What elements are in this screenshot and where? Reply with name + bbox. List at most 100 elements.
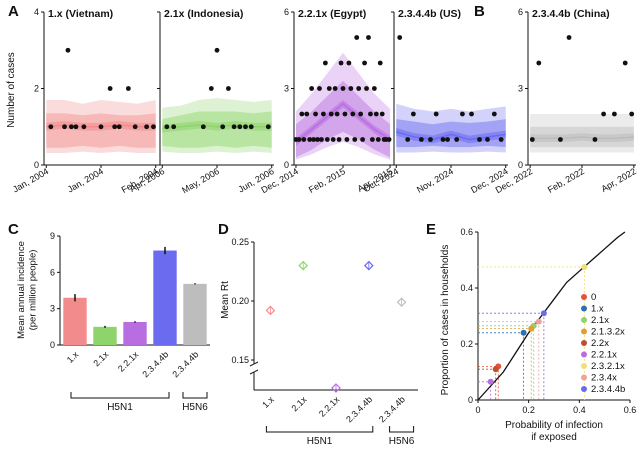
panel-c-ylabel: (per million people)	[28, 250, 39, 331]
case-point	[107, 86, 113, 91]
case-point	[348, 86, 354, 91]
case-point	[469, 111, 474, 117]
case-point	[208, 86, 214, 91]
case-point	[301, 137, 307, 142]
bar	[123, 321, 147, 345]
case-point	[377, 60, 383, 66]
case-point	[371, 86, 377, 91]
group-label-h5n6: H5N6	[389, 436, 415, 447]
case-point	[65, 47, 71, 53]
case-point	[62, 124, 67, 130]
case-point	[68, 124, 74, 130]
legend-label: 2.2x	[591, 338, 609, 349]
y-tick-label: 3	[50, 304, 55, 314]
case-point	[366, 35, 371, 40]
case-point	[265, 124, 271, 130]
case-point	[226, 86, 231, 91]
case-point	[350, 111, 356, 117]
case-point	[220, 124, 226, 130]
case-point	[370, 137, 375, 142]
median-line	[295, 102, 391, 143]
x-tick-label: 0.2	[522, 405, 535, 415]
case-point	[317, 86, 322, 91]
legend-label: 0	[591, 292, 596, 303]
x-tick-label: 1.x	[260, 394, 276, 410]
group-label-h5n1: H5N1	[307, 436, 333, 447]
curve-point	[581, 264, 588, 270]
case-point	[460, 111, 465, 117]
case-point	[629, 111, 635, 117]
panel-letter-c: C	[8, 221, 19, 238]
panel-e-ylabel: Proportion of cases in households	[440, 245, 451, 396]
case-point	[433, 111, 439, 117]
case-point	[477, 137, 482, 142]
y-tick-label: 2	[34, 84, 39, 94]
group-bracket	[265, 426, 374, 433]
group-label-h5n6: H5N6	[182, 402, 208, 413]
case-point	[324, 137, 330, 142]
y-tick-label: 6	[284, 7, 289, 17]
curve-line	[477, 231, 626, 401]
case-point	[440, 137, 446, 142]
x-tick-label: 2.2.1x	[116, 349, 141, 374]
case-point	[491, 111, 497, 117]
case-point	[296, 137, 302, 142]
case-point	[358, 111, 364, 117]
panel-title: 2.3.4.4b (US)	[398, 8, 461, 20]
case-point	[342, 111, 348, 117]
case-point	[48, 124, 54, 130]
y-tick-label: 6	[518, 7, 523, 17]
x-tick-label: Feb, 2022	[546, 166, 586, 195]
case-point	[373, 111, 379, 117]
case-point	[601, 111, 606, 117]
case-point	[360, 137, 365, 142]
case-point	[164, 124, 170, 130]
case-point	[410, 111, 416, 117]
case-point	[612, 111, 617, 117]
group-bracket	[182, 392, 208, 399]
household-panel: 0 0.2 0.4 0.6 0 0.2 0.4 0.6 Proportion of cases …	[440, 227, 636, 443]
case-point	[344, 137, 350, 142]
legend-dot	[581, 363, 587, 369]
case-point	[81, 124, 87, 130]
case-point	[231, 124, 237, 130]
curve-point	[528, 325, 535, 332]
panel-letter-e: E	[426, 221, 436, 238]
case-point	[315, 137, 320, 142]
case-point	[368, 111, 373, 117]
y-tick-label: 4	[34, 7, 39, 17]
case-point	[485, 137, 490, 142]
y-tick-label: 6	[50, 267, 55, 277]
x-tick-label: Jan, 2004	[11, 166, 50, 194]
case-point	[98, 124, 104, 130]
case-point	[214, 47, 220, 53]
panel-letter-a: A	[8, 3, 19, 20]
case-point	[346, 60, 352, 66]
case-point	[362, 60, 367, 66]
timeseries-panel-2: 036 2.2.1x (Egypt)Dec, 2014 Feb, 2015 Apr, …	[259, 7, 394, 195]
x-tick-label: Jan, 2004	[66, 166, 105, 194]
x-tick-label: 1.x	[65, 349, 81, 365]
case-point	[592, 137, 598, 142]
x-tick-label: May, 2006	[180, 166, 221, 195]
panel-c-ylabel-group: Mean annual incidence (per million people…	[16, 241, 39, 339]
case-point	[498, 137, 504, 142]
case-point	[299, 111, 305, 117]
case-point	[529, 137, 535, 142]
timeseries-panel-1: 2.1x (Indonesia)Apr, 2006 May, 2006 Jun, 2…	[128, 8, 276, 195]
x-tick-label: 2.3.4.4b	[170, 349, 200, 379]
timeseries-panel-4: 036 2.3.4.4b (China)Dec, 2022 Feb, 2022 Apr…	[494, 7, 638, 195]
curve-point	[487, 378, 494, 385]
case-point	[125, 86, 131, 91]
x-tick-label: Nov, 2024	[415, 166, 455, 195]
x-tick-label: 0.6	[624, 405, 637, 415]
y-tick-label: 3	[518, 84, 523, 94]
legend-label: 2.3.4.4b	[591, 384, 625, 395]
case-point	[356, 86, 362, 91]
case-point	[116, 124, 122, 130]
timeseries-panel-0: 024 1.x (Vietnam)Jan, 2004 Jan, 2004 Feb, 2…	[11, 7, 160, 195]
x-tick-label: Feb, 2015	[307, 166, 347, 195]
panel-title: 2.2.1x (Egypt)	[298, 8, 366, 20]
